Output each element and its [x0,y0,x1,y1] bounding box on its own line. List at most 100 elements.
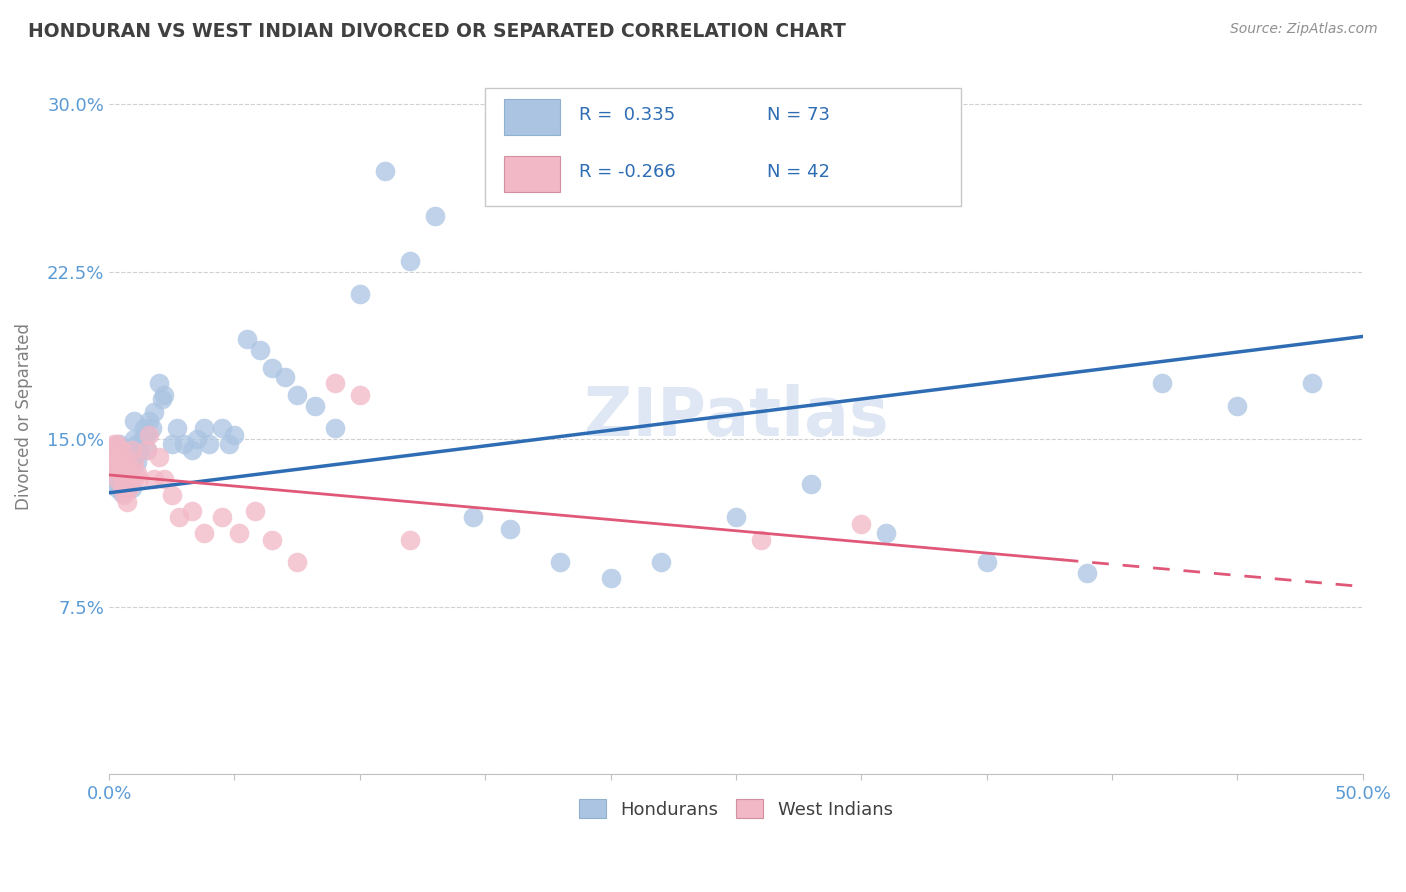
Point [122,450,145,464]
Point [108,450,131,464]
Point [349,287,371,301]
Point [249,343,271,357]
Point [103,466,125,480]
Point [115,481,138,495]
Point [135,443,157,458]
Point [976,555,998,569]
Point [118,481,141,495]
Point [399,533,422,547]
Point [115,494,138,508]
Text: ZIPatlas: ZIPatlas [583,384,889,450]
Point [169,510,191,524]
Point [193,421,215,435]
Point [186,432,208,446]
Legend: Hondurans, West Indians: Hondurans, West Indians [572,792,900,826]
Text: N = 73: N = 73 [768,106,830,124]
Point [148,450,170,464]
Point [180,503,202,517]
Point [599,571,621,585]
Point [150,392,173,406]
Point [374,164,396,178]
Point [108,436,131,450]
Point [121,458,143,473]
Point [105,436,128,450]
Point [122,432,145,446]
Point [115,450,138,464]
Point [148,376,170,391]
Point [105,472,128,486]
Point [499,521,522,535]
Point [118,458,141,473]
Point [550,555,572,569]
Point [103,436,125,450]
Text: N = 42: N = 42 [768,163,830,181]
Point [218,436,240,450]
Text: R = -0.266: R = -0.266 [579,163,676,181]
Point [1226,399,1249,413]
Point [262,533,284,547]
Point [193,526,215,541]
Point [724,510,747,524]
Point [153,387,176,401]
Text: HONDURAN VS WEST INDIAN DIVORCED OR SEPARATED CORRELATION CHART: HONDURAN VS WEST INDIAN DIVORCED OR SEPA… [28,22,846,41]
Point [112,458,135,473]
Point [122,454,145,468]
Point [125,466,148,480]
Point [141,421,163,435]
Text: Source: ZipAtlas.com: Source: ZipAtlas.com [1230,22,1378,37]
Point [103,454,125,468]
Point [111,463,134,477]
Point [243,503,266,517]
Point [115,466,138,480]
Point [108,472,131,486]
Point [349,387,371,401]
Point [198,436,221,450]
Point [112,476,135,491]
Point [800,476,823,491]
Point [118,454,141,468]
Point [1150,376,1173,391]
Point [143,472,166,486]
Point [118,476,141,491]
FancyBboxPatch shape [485,88,962,206]
Point [111,463,134,477]
Point [112,488,135,502]
Point [173,436,195,450]
Point [111,485,134,500]
Point [128,443,150,458]
Point [138,414,160,428]
Point [304,399,326,413]
Point [399,253,422,268]
Point [100,454,122,468]
Point [108,454,131,468]
Point [211,510,233,524]
Point [135,443,157,458]
Point [135,427,157,442]
Point [115,463,138,477]
Point [285,387,308,401]
Point [100,458,122,473]
Point [122,414,145,428]
Point [125,436,148,450]
Point [224,427,246,442]
Point [160,488,183,502]
Point [108,466,131,480]
Point [125,454,148,468]
Point [100,443,122,458]
Point [262,360,284,375]
Point [875,526,897,541]
Point [105,443,128,458]
Point [105,481,128,495]
Point [112,454,135,468]
Point [153,472,176,486]
Point [285,555,308,569]
Point [111,481,134,495]
Point [423,209,446,223]
Point [323,376,346,391]
Text: R =  0.335: R = 0.335 [579,106,675,124]
Point [134,421,156,435]
Point [121,443,143,458]
Point [112,441,135,455]
Point [131,432,153,446]
Point [143,405,166,419]
